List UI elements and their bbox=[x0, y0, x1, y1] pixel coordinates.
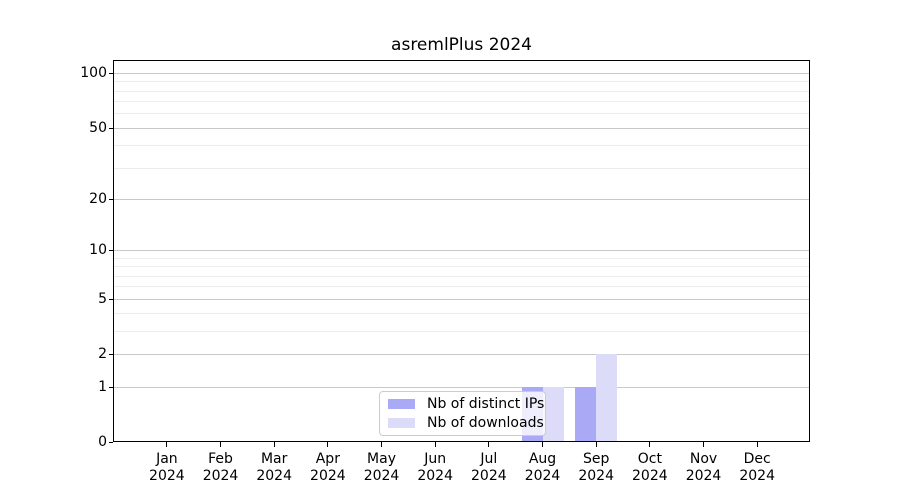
y-tick-label: 1 bbox=[98, 378, 107, 395]
x-tick-label: Jun 2024 bbox=[407, 451, 463, 485]
x-tick-label: Sep 2024 bbox=[568, 451, 624, 485]
legend-swatch-downloads-icon bbox=[388, 418, 415, 428]
x-tick-mark bbox=[595, 442, 597, 447]
y-tick-mark bbox=[109, 73, 113, 75]
x-tick-mark bbox=[273, 442, 275, 447]
y-tick-label: 100 bbox=[80, 65, 107, 82]
legend-entry-distinct-ips: Nb of distinct IPs bbox=[388, 396, 544, 412]
x-tick-month: Nov bbox=[689, 451, 718, 467]
y-tick-label: 20 bbox=[89, 190, 107, 207]
x-tick-month: Feb bbox=[208, 451, 233, 467]
x-tick-year: 2024 bbox=[417, 468, 453, 484]
y-tick-mark bbox=[109, 198, 113, 200]
x-tick-year: 2024 bbox=[363, 468, 400, 484]
x-tick-year: 2024 bbox=[256, 468, 292, 484]
y-tick-label: 10 bbox=[89, 242, 107, 259]
minor-gridline bbox=[113, 266, 810, 268]
legend-label-downloads: Nb of downloads bbox=[427, 415, 544, 431]
x-tick-mark bbox=[166, 442, 168, 447]
x-tick-mark bbox=[434, 442, 436, 447]
y-tick-mark bbox=[109, 298, 113, 300]
major-gridline bbox=[113, 127, 810, 129]
bar-distinct-ips bbox=[575, 386, 597, 442]
minor-gridline bbox=[113, 81, 810, 83]
x-tick-mark bbox=[327, 442, 329, 447]
x-tick-month: Oct bbox=[637, 451, 662, 467]
x-tick-label: Mar 2024 bbox=[246, 451, 302, 485]
y-tick-label: 0 bbox=[98, 434, 107, 450]
x-tick-mark bbox=[381, 442, 383, 447]
x-tick-month: Jan bbox=[156, 451, 178, 467]
major-gridline bbox=[113, 298, 810, 300]
x-tick-mark bbox=[649, 442, 651, 447]
minor-gridline bbox=[113, 275, 810, 277]
major-gridline bbox=[113, 386, 810, 388]
x-tick-year: 2024 bbox=[471, 468, 507, 484]
x-tick-label: Feb 2024 bbox=[193, 451, 249, 485]
x-tick-year: 2024 bbox=[524, 468, 561, 484]
x-tick-mark bbox=[220, 442, 222, 447]
x-tick-label: Apr 2024 bbox=[300, 451, 356, 485]
x-tick-label: Aug 2024 bbox=[515, 451, 571, 485]
x-tick-year: 2024 bbox=[739, 468, 775, 484]
major-gridline bbox=[113, 354, 810, 356]
x-tick-label: Jan 2024 bbox=[139, 451, 195, 485]
minor-gridline bbox=[113, 331, 810, 333]
minor-gridline bbox=[113, 90, 810, 92]
legend-swatch-distinct-ips-icon bbox=[388, 399, 415, 409]
legend-label-distinct-ips: Nb of distinct IPs bbox=[427, 396, 545, 412]
minor-gridline bbox=[113, 113, 810, 115]
major-gridline bbox=[113, 198, 810, 200]
x-tick-month: May bbox=[367, 451, 396, 467]
y-tick-label: 50 bbox=[89, 119, 107, 136]
x-tick-label: May 2024 bbox=[354, 451, 410, 485]
y-tick-mark bbox=[109, 127, 113, 129]
x-tick-year: 2024 bbox=[632, 468, 668, 484]
y-tick-label: 5 bbox=[98, 290, 107, 307]
x-tick-mark bbox=[703, 442, 705, 447]
bar-downloads bbox=[542, 386, 564, 442]
bar-downloads bbox=[596, 354, 618, 442]
x-tick-label: Jul 2024 bbox=[461, 451, 517, 485]
x-tick-month: Jun bbox=[424, 451, 447, 467]
x-tick-year: 2024 bbox=[202, 468, 239, 484]
x-tick-mark bbox=[488, 442, 490, 447]
chart-title: asremlPlus 2024 bbox=[391, 35, 532, 55]
y-tick-mark bbox=[109, 250, 113, 252]
x-tick-month: Dec bbox=[743, 451, 771, 467]
minor-gridline bbox=[113, 257, 810, 259]
x-tick-month: Sep bbox=[582, 451, 610, 467]
y-tick-label: 2 bbox=[98, 346, 107, 363]
major-gridline bbox=[113, 250, 810, 252]
x-tick-month: Apr bbox=[315, 451, 340, 467]
x-tick-year: 2024 bbox=[685, 468, 722, 484]
plot-area bbox=[113, 60, 810, 442]
legend: Nb of distinct IPs Nb of downloads bbox=[379, 391, 546, 436]
x-tick-year: 2024 bbox=[149, 468, 185, 484]
x-tick-month: Aug bbox=[528, 451, 557, 467]
x-tick-mark bbox=[542, 442, 544, 447]
x-tick-mark bbox=[756, 442, 758, 447]
minor-gridline bbox=[113, 286, 810, 288]
x-tick-label: Nov 2024 bbox=[676, 451, 732, 485]
major-gridline bbox=[113, 73, 810, 75]
x-tick-label: Oct 2024 bbox=[622, 451, 678, 485]
minor-gridline bbox=[113, 313, 810, 315]
y-tick-mark bbox=[109, 442, 113, 443]
x-tick-month: Mar bbox=[260, 451, 288, 467]
minor-gridline bbox=[113, 167, 810, 169]
minor-gridline bbox=[113, 145, 810, 147]
y-tick-mark bbox=[109, 354, 113, 356]
x-tick-label: Dec 2024 bbox=[729, 451, 785, 485]
legend-entry-downloads: Nb of downloads bbox=[388, 415, 544, 431]
minor-gridline bbox=[113, 101, 810, 103]
x-tick-month: Jul bbox=[480, 451, 498, 467]
x-tick-year: 2024 bbox=[578, 468, 614, 484]
x-tick-year: 2024 bbox=[310, 468, 346, 484]
y-tick-mark bbox=[109, 386, 113, 388]
